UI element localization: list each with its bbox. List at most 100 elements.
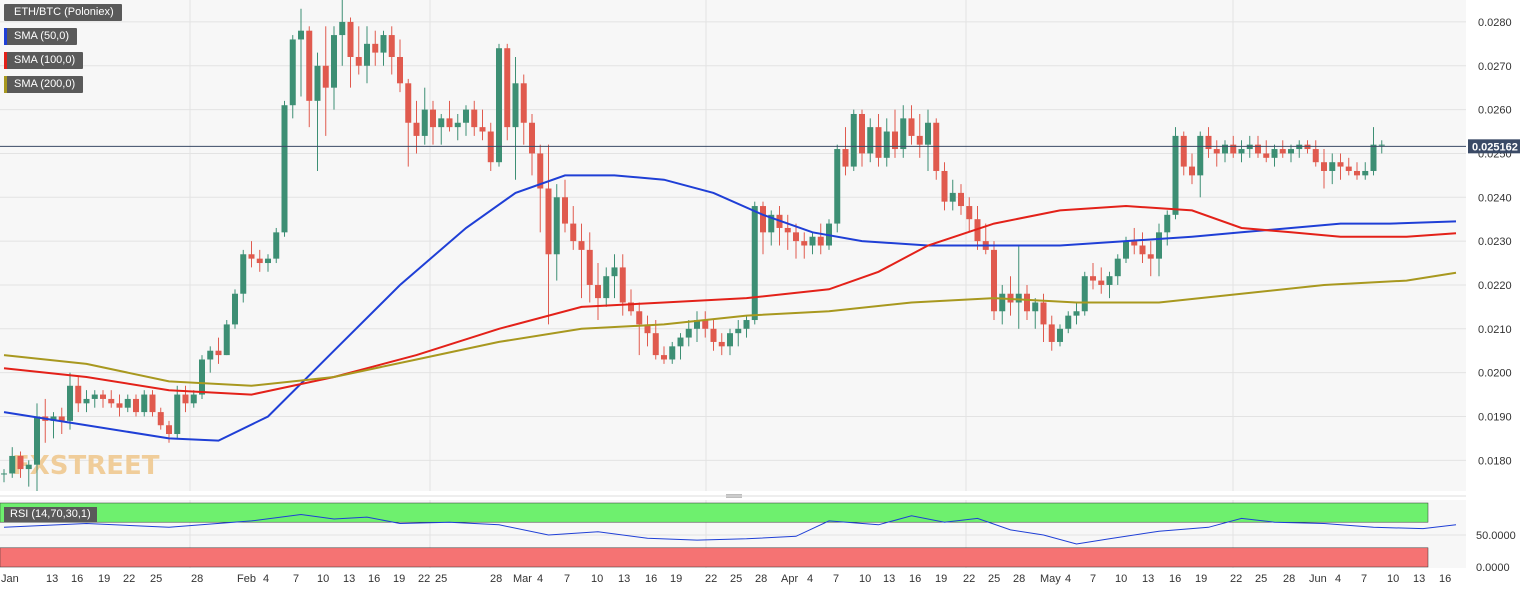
candle-body xyxy=(322,65,329,88)
candle-body xyxy=(446,118,453,128)
candle-body xyxy=(116,403,123,408)
candle-body xyxy=(718,341,725,347)
x-tick-label: 7 xyxy=(564,573,570,585)
x-tick-label: 28 xyxy=(1283,573,1295,585)
candle-body xyxy=(265,258,271,264)
candle-body xyxy=(100,394,106,399)
candle-body xyxy=(256,258,263,264)
candle-body xyxy=(619,267,626,303)
rsi-y-tick-label: 50.0000 xyxy=(1476,530,1516,542)
candle-body xyxy=(1370,144,1377,171)
x-tick-label: Mar xyxy=(513,573,532,585)
candle-body xyxy=(512,83,519,128)
x-tick-label: 4 xyxy=(537,573,543,585)
candle-body xyxy=(1057,328,1063,342)
x-tick-label: 13 xyxy=(883,573,895,585)
candle-body xyxy=(595,284,601,299)
candle-body xyxy=(1073,311,1080,316)
rsi-overbought-zone xyxy=(0,502,1429,523)
candle-body xyxy=(1048,324,1055,342)
candle-body xyxy=(17,455,24,470)
candle-body xyxy=(669,346,676,360)
legend-instrument[interactable]: ETH/BTC (Poloniex) xyxy=(4,4,122,21)
candle-body xyxy=(949,192,956,202)
candle-body xyxy=(1304,144,1311,150)
candle-body xyxy=(248,254,255,259)
x-tick-label: 16 xyxy=(71,573,83,585)
candle-body xyxy=(174,394,181,435)
candle-body xyxy=(702,320,709,329)
candle-body xyxy=(1081,276,1088,312)
legend-sma50[interactable]: SMA (50,0) xyxy=(4,28,78,45)
candle-body xyxy=(496,48,502,163)
candle-body xyxy=(1172,135,1179,215)
candle-body xyxy=(298,30,304,40)
candle-body xyxy=(892,131,898,150)
candle-body xyxy=(941,170,948,202)
x-tick-label: 7 xyxy=(293,573,299,585)
candle-body xyxy=(1345,166,1352,171)
candle-body xyxy=(190,394,197,404)
y-tick-label: 0.0260 xyxy=(1478,105,1512,117)
candle-body xyxy=(1,473,7,475)
candle-body xyxy=(157,412,164,426)
candle-body xyxy=(859,113,865,154)
x-tick-label: 4 xyxy=(807,573,813,585)
x-tick-label: 10 xyxy=(1115,573,1127,585)
legend-sma200[interactable]: SMA (200,0) xyxy=(4,76,84,93)
candle-body xyxy=(1271,149,1278,158)
y-tick-label: 0.0270 xyxy=(1478,61,1512,73)
candle-body xyxy=(83,398,90,404)
candle-body xyxy=(1230,144,1237,154)
candle-body xyxy=(25,464,32,470)
x-tick-label: 22 xyxy=(123,573,135,585)
candle-body xyxy=(768,214,775,233)
x-tick-label: 4 xyxy=(263,573,269,585)
candle-body xyxy=(504,48,511,128)
candle-body xyxy=(760,206,766,233)
candle-body xyxy=(1329,162,1336,171)
legend-instrument-label: ETH/BTC (Poloniex) xyxy=(14,6,114,18)
candle-body xyxy=(1164,214,1171,233)
candle-body xyxy=(1106,276,1113,285)
x-tick-label: 16 xyxy=(645,573,657,585)
legend-sma100[interactable]: SMA (100,0) xyxy=(4,52,84,69)
rsi-legend-label: RSI (14,70,30,1) xyxy=(10,508,91,520)
x-tick-label: 28 xyxy=(755,573,767,585)
candle-body xyxy=(603,276,610,299)
sma200-swatch-icon xyxy=(4,76,7,93)
candle-body xyxy=(1288,149,1294,154)
candle-body xyxy=(529,122,535,154)
x-tick-label: 4 xyxy=(1065,573,1071,585)
candle-body xyxy=(289,39,296,106)
candle-body xyxy=(1312,149,1319,163)
candle-body xyxy=(842,149,849,167)
x-tick-label: 16 xyxy=(909,573,921,585)
candle-body xyxy=(867,127,874,154)
candle-body xyxy=(1180,135,1187,167)
candle-body xyxy=(463,109,469,123)
candle-body xyxy=(1139,245,1146,255)
candle-body xyxy=(1189,166,1195,176)
rsi-legend[interactable]: RSI (14,70,30,1) xyxy=(4,507,97,522)
x-tick-label: 19 xyxy=(670,573,682,585)
candle-body xyxy=(339,21,346,36)
candle-body xyxy=(372,43,379,53)
candle-body xyxy=(1296,144,1303,150)
candle-body xyxy=(149,394,156,413)
candle-body xyxy=(58,416,65,421)
candle-body xyxy=(991,249,997,312)
x-tick-label: 10 xyxy=(317,573,329,585)
x-tick-label: 28 xyxy=(1013,573,1025,585)
candle-body xyxy=(520,83,527,123)
rsi-y-tick-label: 0.0000 xyxy=(1476,562,1510,574)
candle-body xyxy=(793,232,799,242)
x-tick-label: 28 xyxy=(490,573,502,585)
candle-body xyxy=(966,206,973,220)
y-tick-label: 0.0240 xyxy=(1478,192,1512,204)
x-tick-label: 25 xyxy=(988,573,1000,585)
x-tick-label: 13 xyxy=(343,573,355,585)
candle-body xyxy=(801,241,808,246)
x-tick-label: 10 xyxy=(1387,573,1399,585)
candle-body xyxy=(586,249,593,285)
